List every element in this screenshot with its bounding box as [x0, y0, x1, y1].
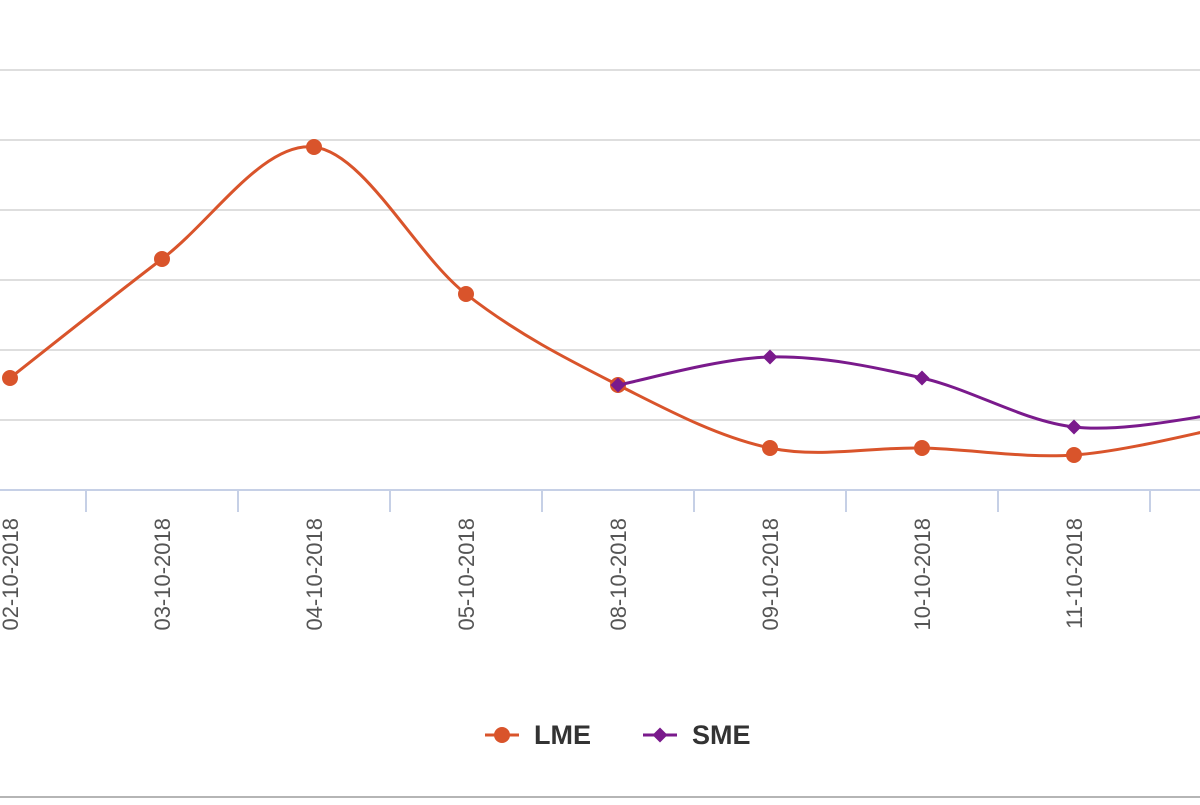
x-tick-label: 03-10-2018 [150, 518, 175, 631]
data-point-lme[interactable] [1066, 447, 1082, 463]
legend-item-lme[interactable]: LME [485, 720, 591, 750]
x-tick-label: 08-10-2018 [606, 518, 631, 631]
data-point-lme[interactable] [2, 370, 18, 386]
series-sme [611, 350, 1200, 435]
series-lme-line [10, 147, 1200, 456]
series-sme-line [618, 357, 1200, 428]
x-axis [0, 490, 1200, 512]
series-layer [2, 139, 1200, 463]
x-tick-label: 10-10-2018 [910, 518, 935, 631]
data-point-lme[interactable] [306, 139, 322, 155]
x-tick-label: 09-10-2018 [758, 518, 783, 631]
legend-label-lme: LME [534, 720, 591, 750]
data-point-lme[interactable] [458, 286, 474, 302]
legend[interactable]: LME SME [485, 720, 751, 750]
data-point-lme[interactable] [154, 251, 170, 267]
x-tick-label: 11-10-2018 [1062, 518, 1087, 629]
data-point-sme[interactable] [915, 371, 930, 386]
x-tick-labels: 02-10-2018 03-10-2018 04-10-2018 05-10-2018… [0, 518, 1200, 631]
x-tick-label: 04-10-2018 [302, 518, 327, 631]
x-tick-label: 02-10-2018 [0, 518, 23, 631]
data-point-lme[interactable] [762, 440, 778, 456]
legend-marker-sme [653, 728, 668, 743]
data-point-sme[interactable] [1067, 420, 1082, 435]
legend-label-sme: SME [692, 720, 751, 750]
data-point-sme[interactable] [763, 350, 778, 365]
x-tick-label: 05-10-2018 [454, 518, 479, 631]
data-point-lme[interactable] [914, 440, 930, 456]
legend-item-sme[interactable]: SME [643, 720, 751, 750]
legend-marker-lme [494, 727, 510, 743]
